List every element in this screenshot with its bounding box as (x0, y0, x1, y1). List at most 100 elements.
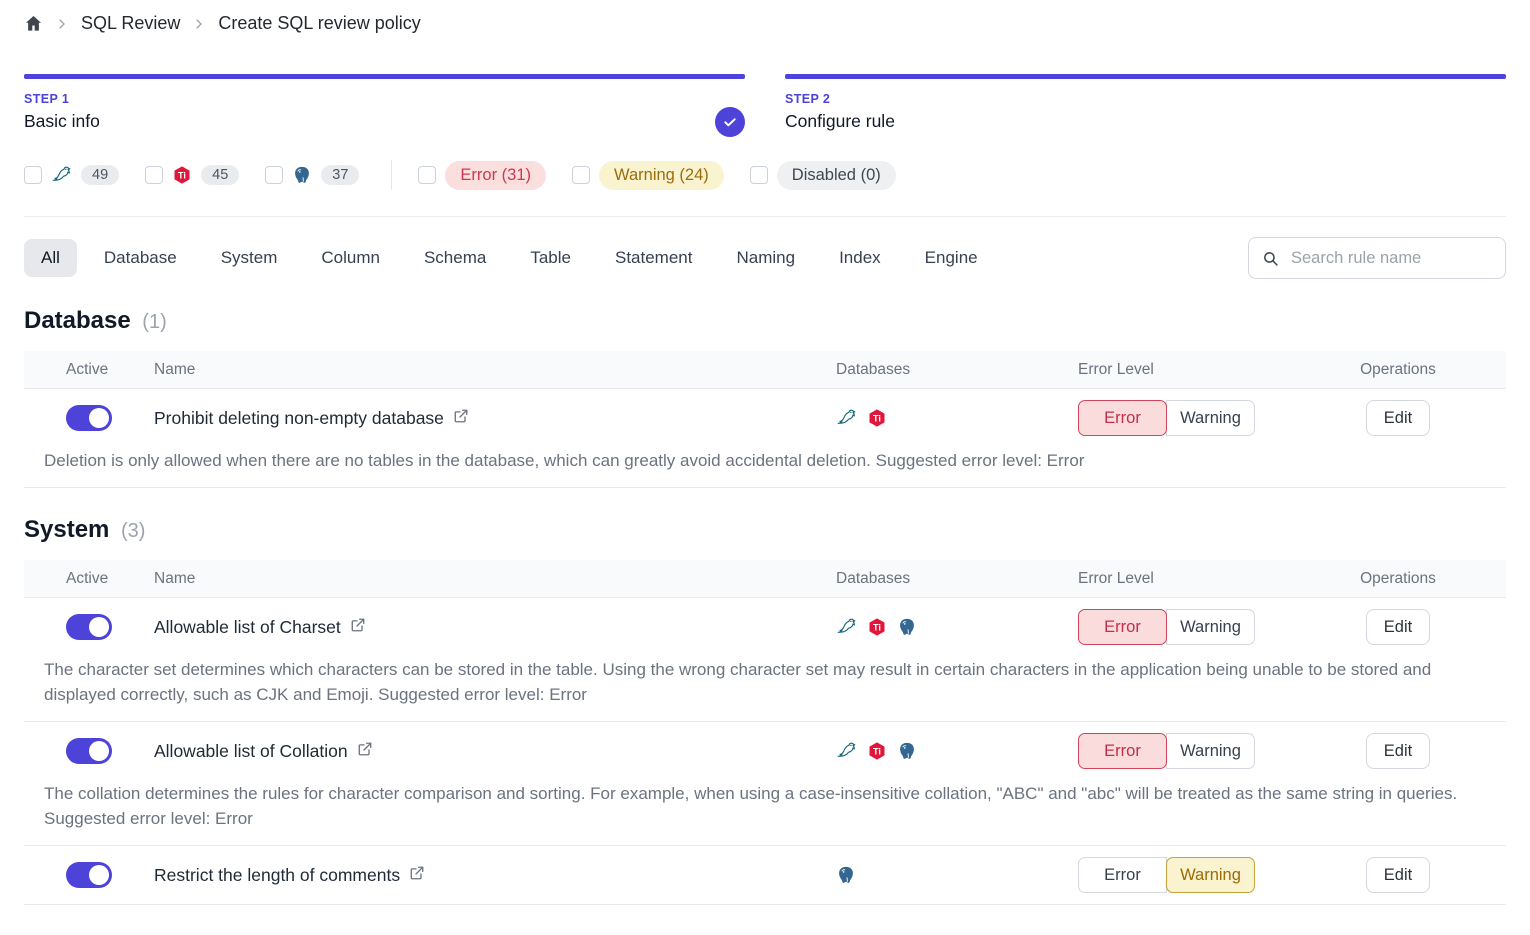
search-input[interactable] (1289, 247, 1492, 269)
active-cell (24, 738, 154, 764)
category-tabs: All Database System Column Schema Table Statem… (24, 237, 1506, 279)
engine-filter-mysql: 49 (24, 165, 120, 186)
column-header-error-level: Error Level (1078, 360, 1154, 378)
level-checkbox[interactable] (418, 166, 437, 184)
tab-system[interactable]: System (220, 248, 278, 267)
step-2-label: STEP 2 (785, 92, 831, 106)
tab-column[interactable]: Column (321, 248, 380, 267)
edit-button[interactable]: Edit (1366, 857, 1430, 893)
rule-active-toggle[interactable] (66, 614, 112, 640)
section-database: Database (1) Active Name Databases Error Le… (24, 307, 1506, 488)
error-level-warning-button[interactable]: Warning (1166, 733, 1255, 769)
table-row: Allowable list of Collation Ti Error War… (24, 722, 1506, 846)
rule-name-link[interactable]: Restrict the length of comments (154, 865, 790, 886)
column-header-databases: Databases (836, 360, 911, 378)
rule-name-link[interactable]: Allowable list of Charset (154, 617, 790, 638)
active-cell (24, 862, 154, 888)
table-header-row: Active Name Databases Error Level Operations (24, 351, 1506, 389)
error-level-error-button[interactable]: Error (1078, 733, 1167, 769)
active-cell (24, 614, 154, 640)
error-level-warning-button[interactable]: Warning (1166, 400, 1255, 436)
rule-name-link[interactable]: Allowable list of Collation (154, 741, 790, 762)
external-link-icon (409, 865, 425, 886)
edit-button[interactable]: Edit (1366, 609, 1430, 645)
databases-cell (790, 865, 970, 885)
mysql-icon (836, 408, 857, 429)
engine-checkbox[interactable] (24, 166, 42, 184)
error-level-warning-button[interactable]: Warning (1166, 857, 1255, 893)
level-checkbox[interactable] (749, 166, 768, 184)
error-level-warning-button[interactable]: Warning (1166, 609, 1255, 645)
engine-count-badge: 49 (81, 165, 120, 185)
search-icon (1262, 250, 1279, 267)
svg-text:Ti: Ti (178, 171, 186, 181)
rule-sections: Database (1) Active Name Databases Error Le… (24, 307, 1506, 905)
filter-pill-disabled[interactable]: Disabled (0) (776, 160, 896, 190)
error-level-toggle: Error Warning (1078, 609, 1290, 645)
engine-checkbox[interactable] (265, 166, 284, 184)
rule-name: Prohibit deleting non-empty database (154, 407, 444, 428)
column-header-active: Active (66, 569, 109, 587)
level-checkbox[interactable] (572, 166, 591, 184)
rule-active-toggle[interactable] (66, 405, 112, 431)
rule-name-link[interactable]: Prohibit deleting non-empty database (154, 408, 790, 429)
step-2: STEP 2 Configure rule (785, 74, 1506, 132)
error-level-error-button[interactable]: Error (1078, 609, 1167, 645)
error-level-toggle: Error Warning (1078, 733, 1290, 769)
tidb-icon: Ti (867, 741, 887, 761)
level-filter-disabled: Disabled (0) (749, 160, 896, 190)
table-row: Prohibit deleting non-empty database Ti … (24, 389, 1506, 488)
tab-list: All Database System Column Schema Table Statem… (24, 239, 995, 277)
tab-engine[interactable]: Engine (924, 248, 978, 267)
table-row: Allowable list of Charset Ti Error Warni… (24, 598, 1506, 722)
search-box[interactable] (1248, 237, 1506, 279)
error-level-toggle: Error Warning (1078, 400, 1290, 436)
error-level-toggle: Error Warning (1078, 857, 1290, 893)
rule-description: Deletion is only allowed when there are … (44, 451, 1085, 470)
postgres-icon (292, 165, 312, 185)
breadcrumb-separator-icon (56, 18, 68, 30)
table-row: Restrict the length of comments Error Wa… (24, 846, 1506, 905)
tab-schema[interactable]: Schema (423, 248, 487, 267)
step-2-title: Configure rule (785, 111, 895, 131)
tab-index[interactable]: Index (839, 248, 881, 267)
error-level-error-button[interactable]: Error (1078, 400, 1167, 436)
svg-text:Ti: Ti (873, 414, 881, 424)
column-header-name: Name (154, 360, 196, 378)
engine-filter-tidb: Ti 45 (145, 165, 240, 185)
tab-statement[interactable]: Statement (614, 248, 693, 267)
tidb-icon: Ti (867, 617, 887, 637)
edit-button[interactable]: Edit (1366, 400, 1430, 436)
tidb-icon: Ti (172, 165, 192, 185)
step-1-label: STEP 1 (24, 92, 70, 106)
error-level-error-button[interactable]: Error (1078, 857, 1167, 893)
rules-table: Active Name Databases Error Level Operations… (24, 351, 1506, 488)
section-count: (3) (115, 520, 146, 542)
rules-table: Active Name Databases Error Level Operations… (24, 560, 1506, 905)
postgres-icon (897, 741, 917, 761)
column-header-active: Active (66, 360, 109, 378)
rule-active-toggle[interactable] (66, 862, 112, 888)
rule-description: The collation determines the rules for c… (44, 784, 1458, 828)
mysql-icon (51, 165, 72, 186)
step-indicator: STEP 1 Basic info STEP 2 Configure rule (24, 74, 1506, 137)
edit-button[interactable]: Edit (1366, 733, 1430, 769)
tab-table[interactable]: Table (530, 248, 571, 267)
home-icon[interactable] (24, 14, 43, 33)
tab-database[interactable]: Database (103, 248, 177, 267)
level-filter-error: Error (31) (418, 160, 547, 190)
tidb-icon: Ti (867, 408, 887, 428)
breadcrumb-separator-icon (193, 18, 205, 30)
engine-checkbox[interactable] (145, 166, 164, 184)
databases-cell: Ti (790, 741, 970, 762)
rule-name: Allowable list of Collation (154, 740, 348, 761)
engine-count-badge: 37 (321, 165, 360, 185)
filter-pill-error[interactable]: Error (31) (445, 160, 547, 190)
breadcrumb-item-sql-review[interactable]: SQL Review (81, 13, 181, 33)
section-title: System (24, 516, 110, 543)
rule-active-toggle[interactable] (66, 738, 112, 764)
tab-all[interactable]: All (24, 239, 77, 277)
filter-pill-warning[interactable]: Warning (24) (599, 160, 724, 190)
tab-naming[interactable]: Naming (736, 248, 796, 267)
